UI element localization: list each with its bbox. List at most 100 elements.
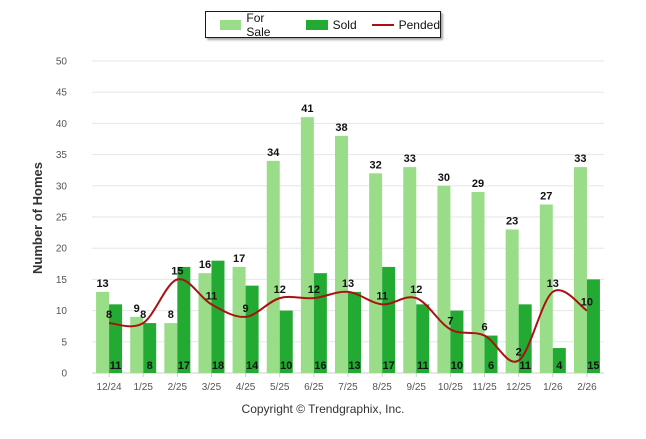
x-tick-label: 12/25 — [506, 382, 531, 393]
data-label-pended: 8 — [106, 309, 112, 321]
legend-swatch-sold — [305, 19, 328, 30]
data-label-sold: 16 — [314, 360, 326, 372]
bar-for-sale — [403, 167, 417, 373]
bar-sold — [382, 266, 396, 373]
y-tick-label: 35 — [56, 150, 68, 161]
legend-item-pended[interactable]: Pended — [371, 18, 440, 32]
bar-for-sale — [437, 185, 451, 373]
copyright-footer: Copyright © Trendgraphix, Inc. — [241, 402, 405, 416]
data-label-pended: 15 — [171, 265, 183, 277]
bar-for-sale — [369, 173, 383, 373]
x-tick-label: 4/25 — [236, 382, 256, 393]
data-label-sold: 8 — [147, 360, 153, 372]
legend-line-pended — [371, 23, 394, 26]
data-label-for-sale: 30 — [438, 172, 450, 184]
legend-label-for-sale: For Sale — [246, 10, 271, 39]
y-tick-label: 50 — [56, 57, 68, 68]
bar-sold — [245, 285, 259, 373]
bar-sold — [109, 304, 123, 373]
bar-for-sale — [505, 229, 519, 373]
data-label-pended: 11 — [376, 290, 388, 302]
x-tick-label: 5/25 — [270, 382, 290, 393]
data-label-for-sale: 32 — [370, 159, 382, 171]
legend-swatch-for-sale — [220, 19, 242, 30]
data-label-sold: 11 — [110, 360, 122, 372]
data-label-pended: 13 — [342, 278, 354, 290]
data-label-for-sale: 27 — [540, 191, 552, 203]
data-label-pended: 12 — [410, 284, 422, 296]
legend: For Sale Sold Pended — [205, 11, 441, 39]
x-tick-label: 11/25 — [472, 382, 497, 393]
data-label-pended: 9 — [243, 303, 249, 315]
x-tick-label: 7/25 — [338, 382, 358, 393]
bar-for-sale — [539, 204, 553, 373]
data-label-sold: 17 — [383, 360, 395, 372]
bar-for-sale — [198, 273, 212, 373]
data-label-for-sale: 41 — [301, 103, 313, 115]
data-label-for-sale: 23 — [506, 215, 518, 227]
data-label-sold: 18 — [212, 360, 224, 372]
data-label-pended: 6 — [481, 322, 487, 334]
bar-sold — [450, 310, 464, 373]
bar-sold — [279, 310, 293, 373]
data-label-for-sale: 33 — [404, 153, 416, 165]
bar-for-sale — [232, 266, 246, 373]
data-label-for-sale: 13 — [96, 278, 108, 290]
y-tick-label: 45 — [56, 88, 68, 99]
x-tick-label: 1/25 — [133, 382, 153, 393]
bar-for-sale — [130, 316, 144, 373]
data-label-pended: 8 — [140, 309, 146, 321]
y-tick-label: 40 — [56, 119, 68, 130]
bar-sold — [177, 266, 191, 373]
y-tick-label: 20 — [56, 244, 68, 255]
bar-for-sale — [300, 117, 314, 373]
bar-sold — [586, 279, 600, 373]
data-label-sold: 17 — [178, 360, 190, 372]
bar-sold — [211, 260, 225, 373]
data-label-sold: 4 — [556, 360, 563, 372]
data-label-pended: 12 — [308, 284, 320, 296]
y-tick-label: 5 — [61, 337, 67, 348]
data-label-sold: 10 — [451, 360, 463, 372]
data-label-sold: 6 — [488, 360, 494, 372]
data-label-pended: 13 — [547, 278, 559, 290]
data-label-pended: 11 — [206, 290, 218, 302]
bar-for-sale — [96, 291, 110, 373]
x-tick-label: 2/26 — [577, 382, 597, 393]
pended-line-layer — [108, 278, 588, 363]
y-tick-label: 10 — [56, 306, 68, 317]
data-label-for-sale: 17 — [233, 253, 245, 265]
y-tick-label: 30 — [56, 181, 68, 192]
data-label-sold: 15 — [587, 360, 599, 372]
data-label-for-sale: 29 — [472, 178, 484, 190]
y-tick-label: 0 — [61, 369, 67, 380]
data-label-for-sale: 16 — [199, 259, 211, 271]
bar-sold — [143, 323, 157, 373]
data-label-pended: 2 — [516, 347, 522, 359]
data-label-sold: 11 — [417, 360, 429, 372]
bar-for-sale — [335, 135, 348, 373]
data-label-pended: 7 — [447, 315, 453, 327]
y-tick-label: 25 — [56, 213, 68, 224]
y-tick-label: 15 — [56, 275, 68, 286]
bar-for-sale — [266, 160, 280, 373]
x-tick-label: 10/25 — [438, 382, 463, 393]
bar-for-sale — [164, 323, 178, 373]
legend-item-sold[interactable]: Sold — [305, 18, 357, 32]
data-label-for-sale: 33 — [574, 153, 586, 165]
x-tick-label: 2/25 — [168, 382, 188, 393]
legend-item-for-sale[interactable]: For Sale — [220, 11, 291, 39]
data-label-for-sale: 38 — [335, 122, 347, 134]
bar-for-sale — [471, 192, 485, 373]
data-label-sold: 14 — [246, 360, 259, 372]
x-tick-label: 3/25 — [202, 382, 222, 393]
data-label-for-sale: 9 — [134, 303, 140, 315]
data-label-sold: 11 — [519, 360, 531, 372]
bar-for-sale — [573, 167, 587, 373]
bar-sold — [348, 291, 361, 373]
data-label-for-sale: 8 — [168, 309, 174, 321]
data-label-sold: 13 — [348, 360, 360, 372]
